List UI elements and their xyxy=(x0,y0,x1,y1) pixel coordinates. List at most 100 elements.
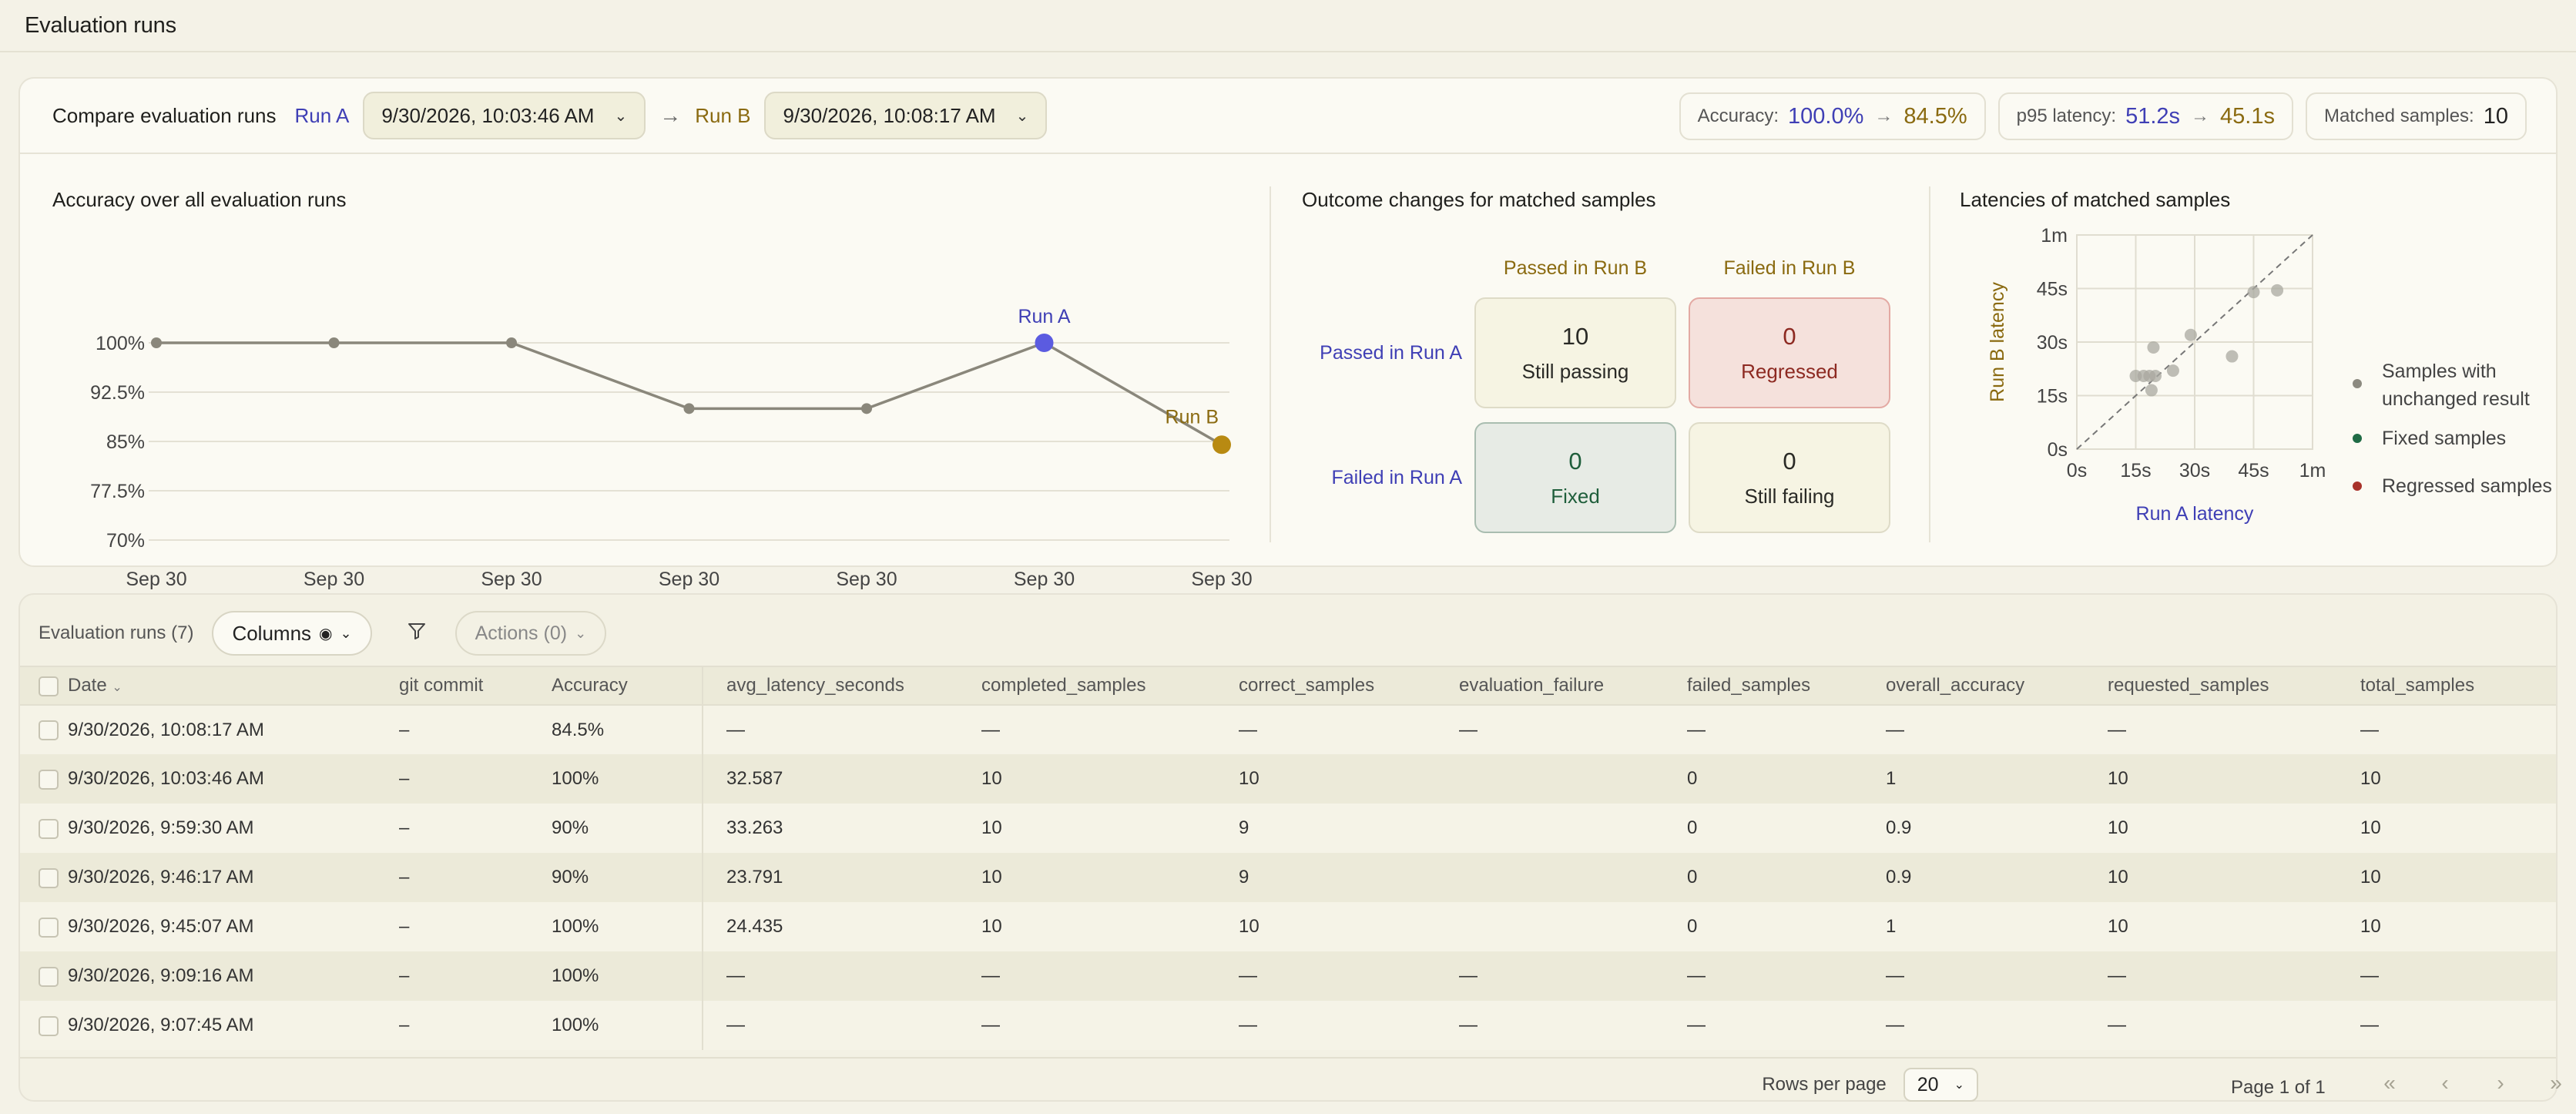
row-passed-in-run-a: Passed in Run A xyxy=(1320,342,1462,364)
cell-accuracy: 90% xyxy=(552,853,703,902)
legend-regressed: Regressed samples xyxy=(2353,471,2553,501)
still-passing-cell[interactable]: 10 Still passing xyxy=(1474,297,1676,408)
data-point xyxy=(151,337,162,348)
rows-per-page-value: 20 xyxy=(1917,1073,1939,1096)
col-passed-in-run-b: Passed in Run B xyxy=(1503,257,1648,279)
scatter-point xyxy=(2271,284,2284,297)
runs-count: Evaluation runs (7) xyxy=(39,622,194,643)
filter-icon-svg xyxy=(408,622,425,639)
col-avg-latency[interactable]: avg_latency_seconds xyxy=(703,666,981,706)
still-failing-cell[interactable]: 0 Still failing xyxy=(1689,422,1890,533)
cell-correct-samples: 9 xyxy=(1239,853,1459,902)
still-failing-label: Still failing xyxy=(1744,484,1835,508)
cell-correct-samples: — xyxy=(1239,1001,1459,1050)
x-tick-label: Sep 30 xyxy=(1014,569,1075,590)
col-failed-samples[interactable]: failed_samples xyxy=(1687,666,1886,706)
data-point xyxy=(861,403,872,414)
col-accuracy[interactable]: Accuracy xyxy=(552,666,703,706)
regressed-count: 0 xyxy=(1783,322,1796,350)
run-a-select[interactable]: 9/30/2026, 10:03:46 AM ⌄ xyxy=(363,92,646,139)
y-tick-label: 100% xyxy=(96,333,145,354)
x-tick-label: Sep 30 xyxy=(481,569,542,590)
col-evaluation-failure[interactable]: evaluation_failure xyxy=(1459,666,1687,706)
cell-failed-samples: — xyxy=(1687,705,1886,754)
cell-correct-samples: 9 xyxy=(1239,804,1459,853)
run-b-value: 9/30/2026, 10:08:17 AM xyxy=(783,103,996,127)
actions-button[interactable]: Actions (0) ⌄ xyxy=(454,611,607,656)
latency-legend: Samples with unchanged result Fixed samp… xyxy=(2353,357,2553,501)
select-all-checkbox[interactable] xyxy=(39,676,59,696)
row-checkbox[interactable] xyxy=(39,867,59,888)
row-checkbox[interactable] xyxy=(39,917,59,938)
cell-date: 9/30/2026, 9:59:30 AM xyxy=(68,804,399,853)
y-tick-label: 92.5% xyxy=(90,382,145,404)
still-passing-label: Still passing xyxy=(1521,359,1629,383)
row-checkbox[interactable] xyxy=(39,720,59,741)
row-checkbox[interactable] xyxy=(39,769,59,790)
cell-failed-samples: 0 xyxy=(1687,902,1886,951)
last-page-button[interactable]: » xyxy=(2550,1071,2562,1095)
pager: « ‹ › » xyxy=(2362,1071,2576,1096)
row-checkbox[interactable] xyxy=(39,1015,59,1036)
row-checkbox[interactable] xyxy=(39,818,59,839)
table-row[interactable]: 9/30/2026, 9:45:07 AM –100% 24.435 10 10 0 1 10… xyxy=(20,902,2556,951)
y-tick-label: 0s xyxy=(2048,439,2068,461)
cell-requested-samples: 10 xyxy=(2108,853,2360,902)
prev-page-button[interactable]: ‹ xyxy=(2441,1071,2449,1095)
matched-samples-value: 10 xyxy=(2483,103,2508,129)
col-failed-in-run-b: Failed in Run B xyxy=(1723,257,1856,279)
matched-samples-metric: Matched samples: 10 xyxy=(2305,92,2527,140)
cell-requested-samples: — xyxy=(2108,1001,2360,1050)
first-page-button[interactable]: « xyxy=(2383,1071,2396,1095)
col-git-commit[interactable]: git commit xyxy=(399,666,552,706)
rows-per-page-select[interactable]: 20 ⌄ xyxy=(1903,1068,1978,1102)
x-axis-label: Run A latency xyxy=(2136,503,2254,525)
regressed-cell[interactable]: 0 Regressed xyxy=(1689,297,1890,408)
cell-failed-samples: — xyxy=(1687,951,1886,1001)
columns-button[interactable]: Columns ◉ ⌄ xyxy=(212,611,372,656)
cell-completed-samples: — xyxy=(981,951,1239,1001)
legend-fixed-label: Fixed samples xyxy=(2382,428,2507,449)
col-overall-accuracy[interactable]: overall_accuracy xyxy=(1886,666,2108,706)
cell-total-samples: 10 xyxy=(2360,804,2556,853)
cell-git-commit: – xyxy=(399,853,552,902)
cell-failed-samples: 0 xyxy=(1687,853,1886,902)
cell-overall-accuracy: — xyxy=(1886,951,2108,1001)
table-row[interactable]: 9/30/2026, 9:09:16 AM –100% — — — — — — — — xyxy=(20,951,2556,1001)
table-row[interactable]: 9/30/2026, 9:59:30 AM –90% 33.263 10 9 0 0.9 10… xyxy=(20,804,2556,853)
top-bar: Evaluation runs xyxy=(0,0,2576,52)
col-completed-samples[interactable]: completed_samples xyxy=(981,666,1239,706)
x-tick-label: 0s xyxy=(2067,460,2087,482)
latency-metric: p95 latency: 51.2s → 45.1s xyxy=(1997,92,2293,140)
legend-dot-fixed xyxy=(2353,434,2362,443)
col-total-samples[interactable]: total_samples xyxy=(2360,666,2556,706)
row-checkbox[interactable] xyxy=(39,966,59,987)
arrow-right-icon: → xyxy=(659,103,682,127)
table-row[interactable]: 9/30/2026, 9:46:17 AM –90% 23.791 10 9 0 0.9 10… xyxy=(20,853,2556,902)
columns-button-label: Columns xyxy=(232,621,312,645)
next-page-button[interactable]: › xyxy=(2497,1071,2504,1095)
cell-evaluation-failure xyxy=(1459,853,1687,902)
filter-icon[interactable] xyxy=(401,621,432,646)
legend-unchanged: Samples with unchanged result xyxy=(2353,357,2553,413)
cell-accuracy: 100% xyxy=(552,754,703,804)
fixed-cell[interactable]: 0 Fixed xyxy=(1474,422,1676,533)
cell-completed-samples: 10 xyxy=(981,804,1239,853)
still-failing-count: 0 xyxy=(1783,447,1796,475)
compare-card: Compare evaluation runs Run A 9/30/2026,… xyxy=(18,77,2558,617)
x-tick-label: 45s xyxy=(2238,460,2269,482)
table-row[interactable]: 9/30/2026, 10:08:17 AM –84.5% — — — — — — — — xyxy=(20,705,2556,754)
col-requested-samples[interactable]: requested_samples xyxy=(2108,666,2360,706)
table-row[interactable]: 9/30/2026, 10:03:46 AM –100% 32.587 10 10 0 1 1… xyxy=(20,754,2556,804)
col-date[interactable]: Date ⌄ xyxy=(68,666,399,706)
actions-button-label: Actions (0) xyxy=(475,622,568,644)
compare-header: Compare evaluation runs Run A 9/30/2026,… xyxy=(20,79,2556,154)
col-correct-samples[interactable]: correct_samples xyxy=(1239,666,1459,706)
run-annotation: Run A xyxy=(1018,306,1070,327)
table-row[interactable]: 9/30/2026, 9:07:45 AM –100% — — — — — — — — xyxy=(20,1001,2556,1050)
cell-total-samples: — xyxy=(2360,705,2556,754)
runs-card: Evaluation runs (7) Columns ◉ ⌄ Actions … xyxy=(18,593,2562,1102)
cell-avg-latency: 32.587 xyxy=(703,754,981,804)
run-b-select[interactable]: 9/30/2026, 10:08:17 AM ⌄ xyxy=(764,92,1048,139)
cell-completed-samples: 10 xyxy=(981,754,1239,804)
